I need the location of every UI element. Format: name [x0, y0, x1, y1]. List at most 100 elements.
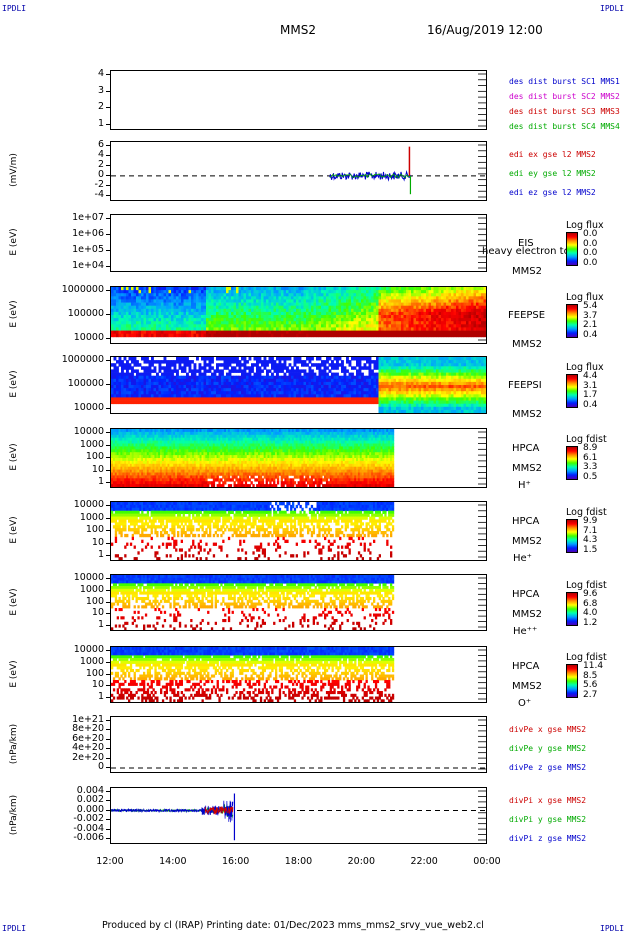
heatmap-cell — [283, 318, 287, 322]
heatmap-cell — [118, 305, 122, 310]
panel-2 — [110, 141, 487, 201]
heatmap-cell — [446, 290, 449, 294]
heatmap-cell — [408, 400, 412, 405]
heatmap-cell — [253, 318, 257, 322]
heatmap-cell — [112, 443, 116, 447]
heatmap-cell — [148, 302, 152, 307]
heatmap-cell — [323, 397, 327, 401]
heatmap-cell — [286, 381, 289, 386]
heatmap-cell — [233, 330, 237, 335]
heatmap-cell — [421, 327, 424, 331]
heatmap-cell — [263, 391, 267, 395]
heatmap-cell — [478, 290, 482, 294]
heatmap-cell — [188, 311, 192, 316]
heatmap-cell — [426, 315, 429, 319]
heatmap-cell — [426, 302, 429, 307]
heatmap-cell — [118, 429, 121, 433]
heatmap-cell — [176, 299, 179, 303]
heatmap-cell — [456, 385, 459, 389]
heatmap-cell — [308, 290, 312, 294]
heatmap-cell — [368, 394, 372, 398]
heatmap-cell — [413, 391, 417, 395]
heatmap-cell — [443, 330, 447, 335]
heatmap-cell — [171, 372, 174, 377]
heatmap-cell — [421, 369, 424, 373]
heatmap-cell — [176, 330, 179, 335]
heatmap-cell — [338, 400, 342, 405]
heatmap-cell — [438, 327, 442, 331]
heatmap-cell — [351, 400, 354, 405]
heatmap-cell — [381, 296, 384, 300]
heatmap-cell — [263, 287, 267, 291]
heatmap-cell — [356, 311, 359, 316]
heatmap-cell — [181, 315, 184, 319]
heatmap-cell — [468, 296, 472, 300]
ytick-mark — [106, 155, 110, 156]
heatmap-cell — [201, 330, 204, 335]
heatmap-cell — [181, 333, 184, 338]
heatmap-cell — [481, 381, 484, 386]
heatmap-cell — [451, 333, 454, 338]
heatmap-cell — [381, 305, 384, 310]
heatmap-cell — [351, 318, 354, 322]
heatmap-cell — [118, 315, 122, 319]
heatmap-cell — [278, 388, 282, 392]
heatmap-cell — [396, 293, 399, 297]
heatmap-cell — [468, 290, 472, 294]
panel-3-ytick: 1e+04 — [72, 260, 104, 271]
heatmap-cell — [153, 299, 157, 303]
heatmap-cell — [408, 369, 412, 373]
heatmap-cell — [135, 475, 138, 479]
heatmap-cell — [391, 403, 394, 408]
heatmap-cell — [213, 378, 217, 383]
heatmap-cell — [126, 460, 129, 465]
heatmap-cell — [293, 369, 297, 373]
heatmap-cell — [456, 293, 459, 297]
ytick-mark — [106, 90, 110, 92]
ytick-mark — [106, 338, 110, 339]
heatmap-cell — [468, 409, 472, 413]
heatmap-cell — [413, 333, 417, 338]
heatmap-cell — [426, 299, 429, 303]
heatmap-cell — [111, 478, 114, 482]
heatmap-cell — [221, 293, 224, 297]
heatmap-cell — [473, 403, 477, 408]
heatmap-cell — [471, 305, 474, 310]
heatmap-cell — [313, 400, 317, 405]
heatmap-cell — [336, 311, 339, 316]
heatmap-cell — [233, 302, 237, 307]
heatmap-cell — [271, 333, 274, 338]
heatmap-cell — [243, 302, 247, 307]
heatmap-cell — [471, 394, 474, 398]
heatmap-cell — [311, 357, 314, 361]
heatmap-cell — [243, 372, 247, 377]
heatmap-cell — [321, 400, 324, 405]
heatmap-cell — [451, 372, 454, 377]
heatmap-cell — [138, 400, 142, 405]
heatmap-cell — [113, 391, 117, 395]
heatmap-cell — [113, 330, 117, 335]
heatmap-cell — [333, 375, 337, 380]
heatmap-cell — [328, 391, 332, 395]
heatmap-cell — [396, 311, 399, 316]
heatmap-cell — [186, 391, 189, 395]
heatmap-cell — [281, 299, 284, 303]
heatmap-cell — [313, 321, 317, 325]
heatmap-cell — [373, 302, 377, 307]
heatmap-cell — [153, 293, 157, 297]
heatmap-cell — [266, 287, 269, 291]
heatmap-cell — [196, 381, 199, 386]
heatmap-cell — [476, 299, 479, 303]
heatmap-cell — [458, 299, 462, 303]
heatmap-cell — [381, 357, 384, 361]
heatmap-cell — [441, 378, 444, 383]
heatmap-cell — [421, 409, 424, 413]
heatmap-cell — [413, 400, 417, 405]
heatmap-cell — [318, 311, 322, 316]
heatmap-cell — [433, 366, 437, 370]
heatmap-cell — [206, 308, 209, 313]
heatmap-cell — [476, 394, 479, 398]
heatmap-cell — [288, 287, 292, 291]
heatmap-cell — [208, 388, 212, 392]
heatmap-cell — [283, 400, 287, 405]
